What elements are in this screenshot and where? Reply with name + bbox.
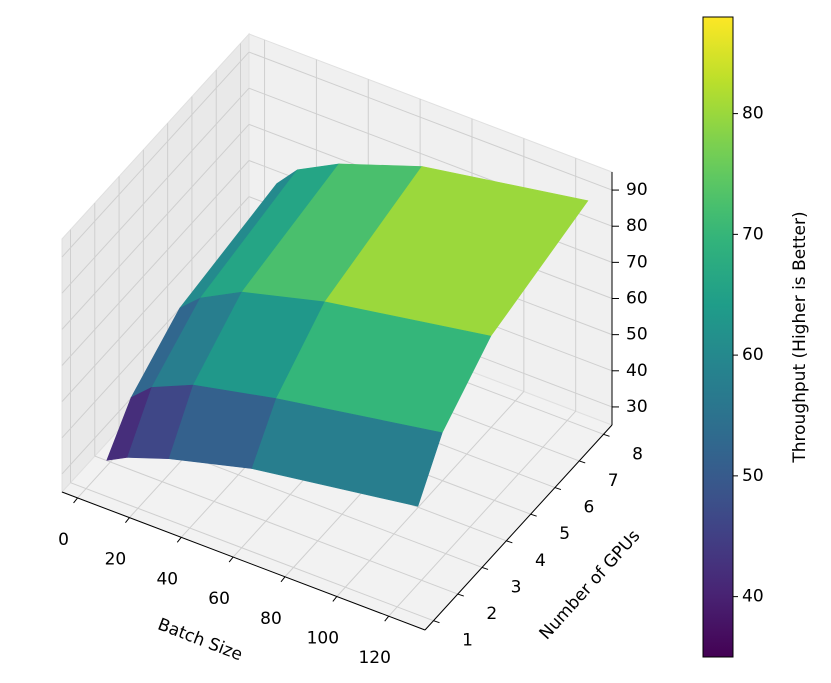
y-axis-label: Number of GPUs (536, 526, 645, 644)
y-tick (506, 540, 513, 544)
y-tick (554, 487, 562, 491)
y-tick-label: 8 (632, 444, 643, 464)
z-grid-line (61, 196, 250, 402)
y-tick (579, 460, 586, 464)
colorbar (702, 16, 734, 658)
y-tick (530, 513, 537, 517)
z-tick-label: 60 (626, 289, 648, 309)
z-tick-label: 90 (626, 180, 648, 200)
x-grid-line (336, 391, 525, 597)
x-tick-label: 100 (307, 628, 339, 648)
y-tick-label: 7 (608, 471, 619, 491)
x-tick (228, 556, 234, 563)
y-tick (433, 620, 440, 624)
x-axis-label: Batch Size (155, 615, 245, 666)
surface-face (251, 398, 443, 507)
z-tick-label: 30 (626, 397, 648, 417)
x-tick (280, 576, 286, 583)
z-tick-label: 80 (626, 216, 648, 236)
x-tick (176, 537, 182, 543)
z-grid-line (61, 160, 250, 366)
x-tick (384, 615, 390, 622)
x-tick-label: 20 (105, 550, 127, 570)
colorbar-tick-label: 50 (742, 466, 764, 486)
x-tick-label: 120 (358, 648, 390, 668)
y-grid-line (70, 482, 434, 622)
colorbar-tick-label: 40 (742, 587, 764, 607)
y-tick-label: 3 (511, 577, 522, 597)
x-tick (73, 497, 78, 504)
y-tick-label: 6 (584, 498, 595, 518)
x-tick-label: 60 (208, 589, 230, 609)
colorbar-tick-label: 60 (742, 345, 764, 365)
x-tick (332, 596, 338, 602)
z-grid-line (61, 87, 250, 294)
x-tick-label: 80 (260, 609, 282, 629)
y-tick (457, 593, 464, 597)
y-grid-line (94, 455, 458, 595)
z-grid-line (61, 124, 250, 330)
colorbar-label: Throughput (Higher is Better) (790, 211, 810, 463)
x-tick-label: 0 (58, 530, 69, 550)
y-tick-label: 4 (535, 551, 546, 571)
x-grid-line (388, 410, 577, 617)
z-grid-line (248, 51, 613, 191)
x-tick-label: 40 (156, 569, 178, 589)
z-tick-label: 50 (626, 325, 648, 345)
y-tick-label: 1 (462, 631, 473, 651)
axis-line (424, 424, 613, 631)
y-tick-label: 2 (486, 604, 497, 624)
z-tick-label: 70 (626, 252, 648, 272)
x-tick (125, 517, 130, 523)
y-tick (603, 433, 610, 437)
colorbar-tick-label: 80 (742, 104, 764, 124)
axis-line (61, 491, 426, 631)
z-tick-label: 40 (626, 361, 648, 381)
z-grid-line (61, 51, 250, 258)
y-tick-label: 5 (559, 524, 570, 544)
colorbar-tick-label: 70 (742, 224, 764, 244)
y-tick (481, 566, 489, 570)
